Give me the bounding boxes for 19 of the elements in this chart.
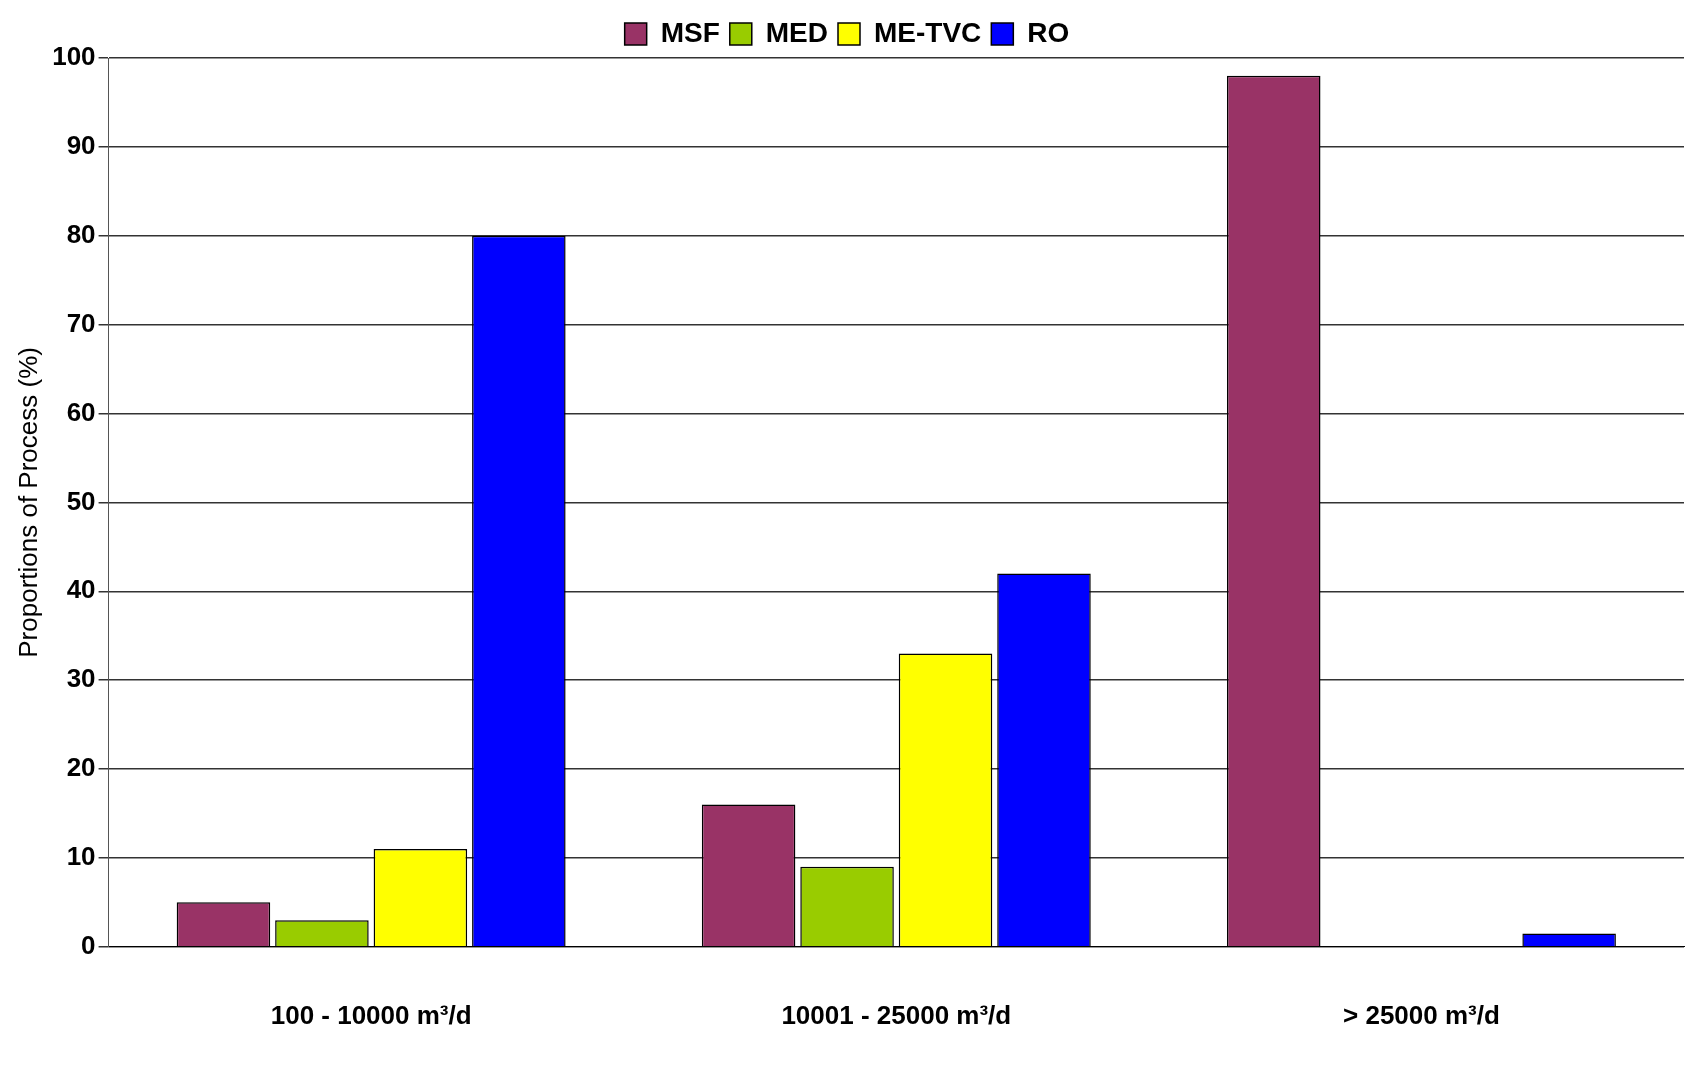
- legend-label: MSF: [660, 16, 720, 48]
- y-axis-title: Proportions of Process (%): [12, 347, 43, 658]
- legend-label: MED: [765, 16, 829, 48]
- y-tick-label: 40: [66, 574, 96, 605]
- y-tick-label: 10: [66, 841, 96, 872]
- x-tick-label: 10001 - 25000 m³/d: [781, 999, 1012, 1030]
- y-tick-label: 60: [66, 396, 96, 427]
- y-tick-label: 80: [66, 218, 96, 249]
- y-tick-label: 70: [66, 307, 96, 338]
- y-tick-label: 100: [52, 41, 96, 72]
- y-tick-label: 50: [66, 485, 96, 516]
- y-tick-label: 0: [81, 929, 96, 960]
- x-tick-label: > 25000 m³/d: [1343, 999, 1500, 1030]
- y-tick-label: 20: [66, 752, 96, 783]
- y-tick-label: 90: [66, 130, 96, 161]
- y-tick-label: 30: [66, 663, 96, 694]
- legend-label: RO: [1027, 16, 1070, 48]
- legend-label: ME-TVC: [874, 16, 982, 48]
- x-tick-label: 100 - 10000 m³/d: [270, 999, 472, 1030]
